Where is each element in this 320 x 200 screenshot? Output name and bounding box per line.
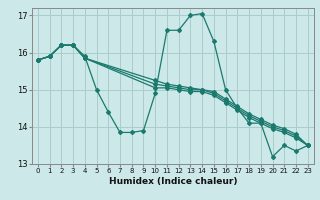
X-axis label: Humidex (Indice chaleur): Humidex (Indice chaleur) (108, 177, 237, 186)
